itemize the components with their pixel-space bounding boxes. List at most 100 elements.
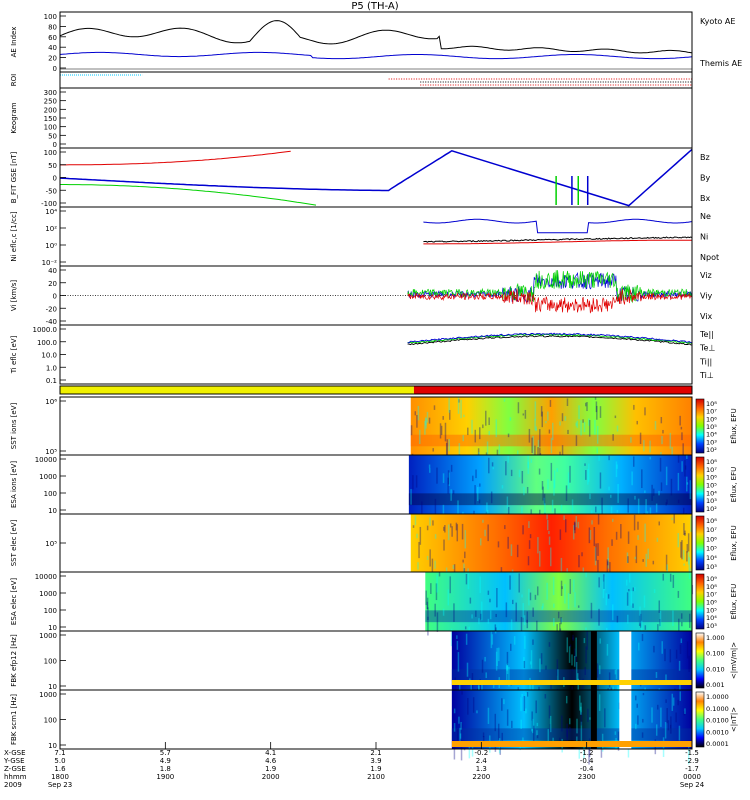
spec-texture (686, 482, 689, 485)
spec-texture (449, 576, 451, 594)
spec-texture (497, 541, 500, 548)
spec-texture (686, 455, 688, 460)
spec-texture (580, 706, 582, 715)
ytick-ae: 0 (53, 65, 57, 73)
spec-texture (636, 420, 638, 425)
spec-texture (541, 411, 544, 428)
spec-texture (672, 610, 674, 626)
spec-texture (589, 529, 592, 540)
spec-texture (582, 419, 584, 423)
spec-texture (412, 525, 415, 528)
spectrogram-esa1 (408, 455, 692, 514)
legend-ti-3: Ti⊥ (699, 371, 714, 380)
spec-texture (529, 534, 532, 539)
spec-texture (657, 704, 659, 710)
spec-texture (496, 647, 498, 667)
spec-texture (426, 411, 429, 423)
spec-texture (598, 577, 600, 588)
spec-texture (482, 424, 484, 429)
xaxis-d-6: Sep 24 (680, 781, 705, 789)
spec-texture (495, 419, 498, 438)
spec-texture (462, 559, 464, 563)
spec-texture (665, 502, 667, 506)
spec-texture (669, 573, 672, 582)
ytick-vi: -20 (46, 305, 57, 313)
xaxis-t-3: 2100 (367, 773, 385, 781)
spec-texture (585, 646, 587, 664)
spec-texture (541, 481, 544, 490)
spec-texture (506, 709, 509, 726)
spec-texture (542, 603, 544, 609)
spec-texture (614, 669, 617, 675)
spec-texture (610, 494, 612, 498)
spec-texture (564, 584, 566, 604)
spec-texture (453, 708, 456, 714)
status-bar-red (413, 386, 692, 394)
spec-texture (469, 597, 472, 604)
spec-texture (679, 691, 681, 701)
xaxis-x-3: 2.1 (370, 749, 381, 757)
spec-texture (571, 668, 574, 671)
spec-texture (630, 591, 633, 606)
ytick-ni: 10⁰ (45, 242, 57, 250)
spec-texture (641, 469, 643, 489)
spec-texture (521, 594, 523, 598)
spec-texture (645, 499, 647, 514)
spec-texture (506, 651, 509, 666)
xaxis-x-6: -1.5 (685, 749, 699, 757)
spec-texture (548, 531, 550, 535)
spec-texture (540, 653, 543, 665)
spec-texture (447, 477, 449, 494)
ylabel-fbk2: FBK scm1 [Hz] (10, 694, 18, 745)
spec-texture (599, 638, 601, 644)
spec-texture (595, 543, 597, 561)
spec-texture (634, 556, 637, 560)
spec-texture (432, 520, 434, 526)
series-bz (60, 150, 291, 166)
spec-texture (534, 418, 536, 431)
spec-texture (664, 648, 666, 662)
spec-texture (508, 666, 510, 687)
xaxis-z-3: 1.9 (370, 765, 381, 773)
xaxis-t-2: 2000 (262, 773, 280, 781)
spec-texture (556, 468, 559, 472)
spec-texture (642, 692, 645, 696)
spec-texture (568, 646, 571, 663)
spec-texture (503, 398, 506, 402)
xaxis-y-0: 5.0 (54, 757, 65, 765)
spec-texture (615, 461, 618, 478)
spec-texture (606, 643, 609, 656)
spec-texture (535, 700, 537, 714)
spec-texture (434, 603, 436, 617)
spec-texture (550, 437, 553, 454)
spec-texture (427, 607, 429, 620)
spec-texture (577, 605, 580, 608)
spec-texture (526, 619, 528, 623)
xaxis-t-0: 1800 (51, 773, 69, 781)
cb-label-sst1: Eflux, EFU (730, 408, 738, 443)
spec-texture (575, 656, 577, 670)
cb-tick-esa1: 10⁶ (706, 474, 717, 482)
spec-texture (560, 580, 563, 596)
spec-texture (434, 498, 437, 514)
spec-texture (597, 559, 599, 576)
ylabel-sst1: SST ions [eV] (10, 402, 18, 449)
spec-texture (566, 723, 568, 737)
spec-texture (532, 607, 534, 617)
spec-texture (669, 649, 672, 663)
spec-texture (598, 694, 601, 711)
legend-ae-0: Kyoto AE (700, 17, 735, 26)
spec-texture (457, 500, 459, 516)
spec-texture (588, 418, 590, 426)
cb-tick-fbk2: 0.1000 (706, 705, 729, 713)
spec-texture (539, 658, 541, 673)
spec-texture (661, 435, 663, 445)
spectrogram-esa2 (425, 572, 692, 631)
xaxis-t-5: 2300 (578, 773, 596, 781)
colorbar-sst2 (695, 515, 705, 571)
spec-texture (635, 695, 637, 701)
spec-texture (539, 429, 541, 447)
spec-texture (547, 479, 549, 490)
spec-texture (649, 440, 651, 453)
